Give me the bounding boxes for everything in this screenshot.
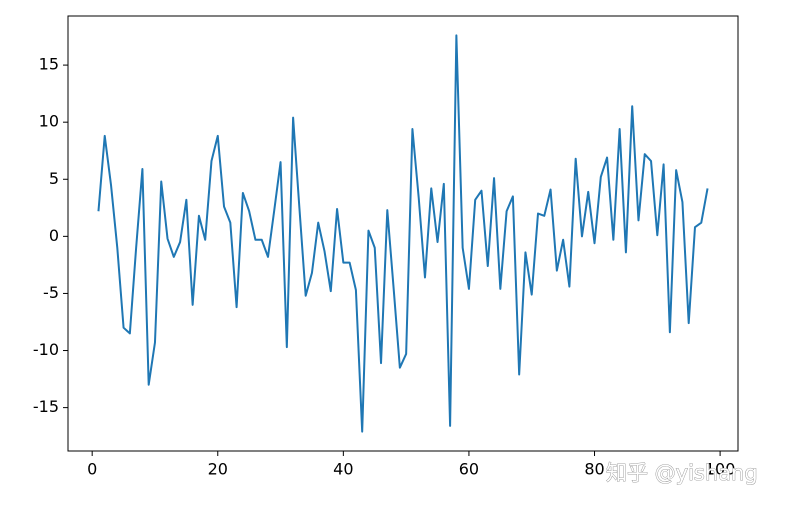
y-tick-label: -10	[33, 340, 59, 359]
y-tick-label: 0	[49, 226, 59, 245]
x-tick-label: 100	[705, 460, 736, 479]
y-tick-label: 15	[39, 55, 59, 74]
line-series	[97, 34, 709, 433]
plot-frame	[67, 15, 739, 452]
x-tick-label: 60	[459, 460, 479, 479]
x-tick-label: 80	[584, 460, 604, 479]
y-tick-label: -5	[43, 283, 59, 302]
x-tick-label: 40	[333, 460, 353, 479]
y-tick-label: 10	[39, 112, 59, 131]
watermark: 知乎 @yishang	[606, 461, 758, 485]
y-tick-label: -15	[33, 397, 59, 416]
y-tick-label: 5	[49, 169, 59, 188]
x-tick-label: 0	[87, 460, 97, 479]
x-tick-label: 20	[208, 460, 228, 479]
